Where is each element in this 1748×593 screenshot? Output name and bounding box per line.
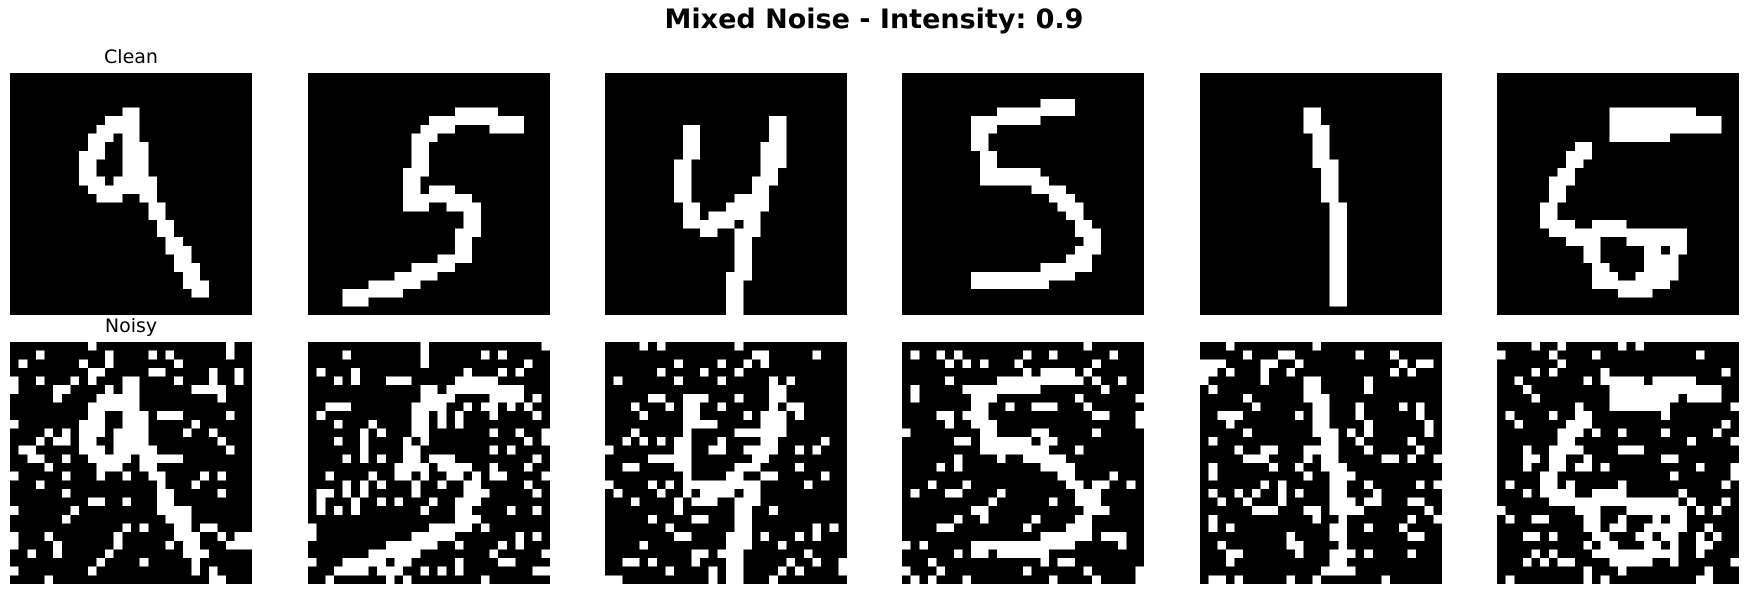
noisy-image-digit-6 xyxy=(1497,342,1739,584)
clean-image-digit-6 xyxy=(1497,73,1739,315)
row-label-clean: Clean xyxy=(104,46,158,68)
noisy-image-digit-4 xyxy=(605,342,847,584)
figure-title: Mixed Noise - Intensity: 0.9 xyxy=(664,4,1084,35)
clean-image-digit-9 xyxy=(10,73,252,315)
noisy-image-digit-1 xyxy=(1200,342,1442,584)
clean-image-digit-1 xyxy=(1200,73,1442,315)
noisy-image-digit-5a xyxy=(308,342,550,584)
clean-image-digit-5b xyxy=(902,73,1144,315)
noisy-image-digit-9 xyxy=(10,342,252,584)
clean-image-digit-4 xyxy=(605,73,847,315)
row-label-noisy: Noisy xyxy=(104,315,158,337)
noisy-image-digit-5b xyxy=(902,342,1144,584)
clean-image-digit-5a xyxy=(308,73,550,315)
